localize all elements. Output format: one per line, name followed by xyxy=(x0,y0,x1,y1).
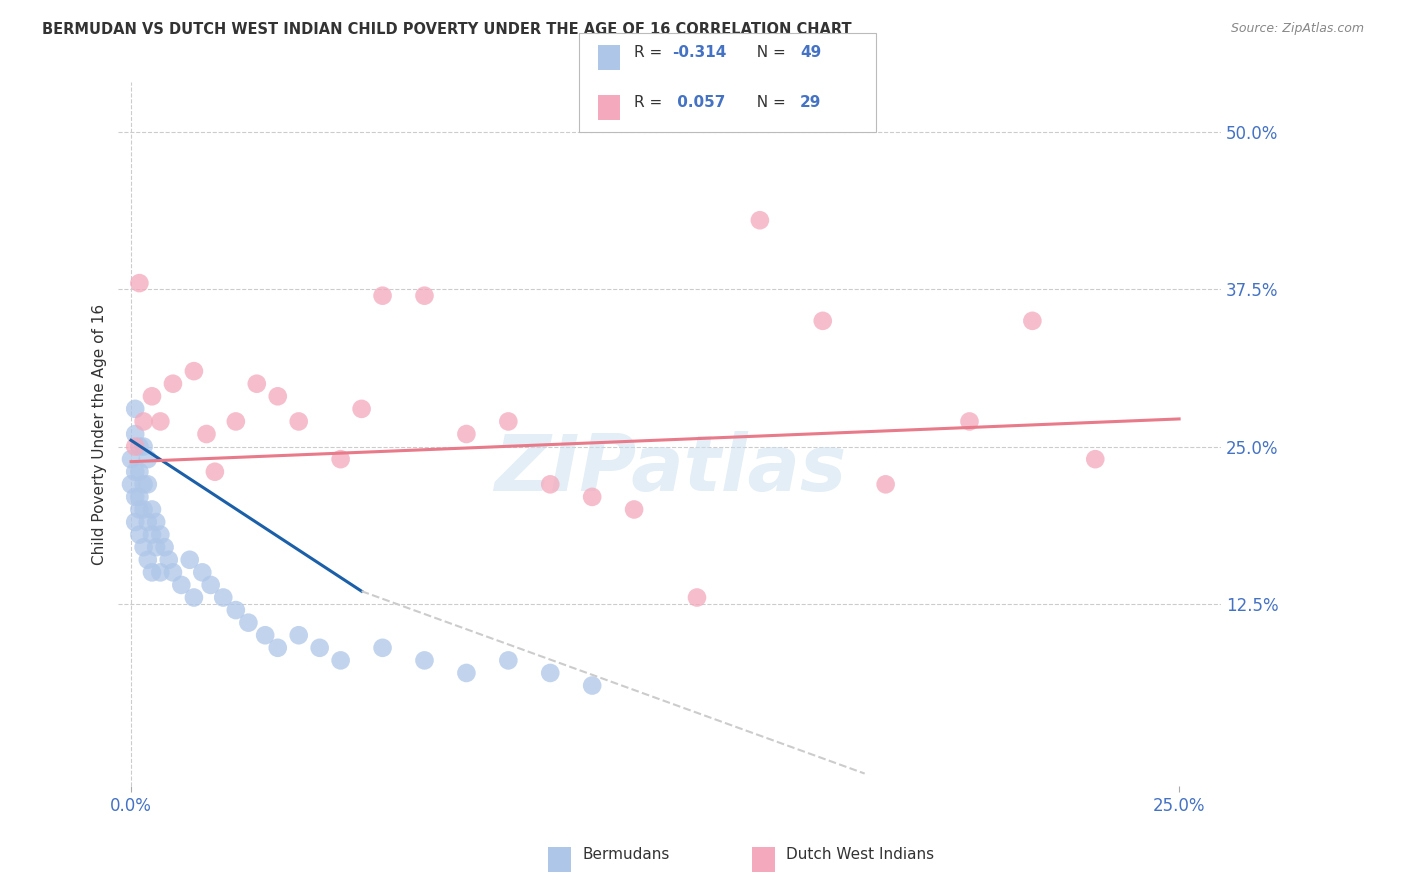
Point xyxy=(267,640,290,655)
Point xyxy=(1021,314,1043,328)
Point xyxy=(212,591,235,605)
Point xyxy=(132,440,155,454)
Point xyxy=(128,465,150,479)
Point xyxy=(371,640,394,655)
Point xyxy=(128,440,150,454)
Text: BERMUDAN VS DUTCH WEST INDIAN CHILD POVERTY UNDER THE AGE OF 16 CORRELATION CHAR: BERMUDAN VS DUTCH WEST INDIAN CHILD POVE… xyxy=(42,22,852,37)
Text: R =: R = xyxy=(634,45,668,60)
Point xyxy=(149,414,172,428)
Point xyxy=(959,414,981,428)
Text: Bermudans: Bermudans xyxy=(582,847,669,863)
Point xyxy=(456,427,478,442)
Point xyxy=(132,414,155,428)
Point xyxy=(141,527,163,541)
Point xyxy=(124,440,146,454)
Point xyxy=(149,527,172,541)
Point xyxy=(200,578,222,592)
Point xyxy=(195,427,218,442)
Point xyxy=(225,603,247,617)
Point xyxy=(538,477,561,491)
Text: 0.057: 0.057 xyxy=(672,95,725,111)
Point xyxy=(581,490,603,504)
Point xyxy=(162,376,184,391)
Text: N =: N = xyxy=(747,95,790,111)
Point xyxy=(875,477,897,491)
Point xyxy=(124,515,146,529)
Point xyxy=(124,401,146,416)
Point xyxy=(136,477,159,491)
Point xyxy=(183,591,205,605)
Point xyxy=(204,465,226,479)
Text: Source: ZipAtlas.com: Source: ZipAtlas.com xyxy=(1230,22,1364,36)
Point xyxy=(413,653,436,667)
Text: Dutch West Indians: Dutch West Indians xyxy=(786,847,934,863)
Point xyxy=(686,591,709,605)
Point xyxy=(124,465,146,479)
Point xyxy=(254,628,277,642)
Point xyxy=(157,553,180,567)
Text: N =: N = xyxy=(747,45,790,60)
Point xyxy=(141,389,163,403)
Point xyxy=(132,477,155,491)
Text: 29: 29 xyxy=(800,95,821,111)
Point xyxy=(136,452,159,467)
Point xyxy=(136,553,159,567)
Point xyxy=(287,414,309,428)
Point xyxy=(124,427,146,442)
Point xyxy=(128,276,150,290)
Point xyxy=(238,615,260,630)
Point xyxy=(287,628,309,642)
Point xyxy=(128,527,150,541)
Point xyxy=(581,679,603,693)
Point xyxy=(329,653,352,667)
Point xyxy=(308,640,330,655)
Point xyxy=(350,401,373,416)
Point xyxy=(132,502,155,516)
Point xyxy=(623,502,645,516)
Point xyxy=(538,665,561,680)
Point xyxy=(191,566,214,580)
Text: R =: R = xyxy=(634,95,668,111)
Point xyxy=(170,578,193,592)
Point xyxy=(153,540,176,554)
Point xyxy=(748,213,770,227)
Text: -0.314: -0.314 xyxy=(672,45,727,60)
Y-axis label: Child Poverty Under the Age of 16: Child Poverty Under the Age of 16 xyxy=(93,303,107,565)
Point xyxy=(149,566,172,580)
Point xyxy=(498,414,520,428)
Point xyxy=(162,566,184,580)
Point xyxy=(329,452,352,467)
Point xyxy=(145,515,167,529)
Point xyxy=(128,490,150,504)
Point xyxy=(128,502,150,516)
Point xyxy=(120,477,142,491)
Point xyxy=(267,389,290,403)
Text: 49: 49 xyxy=(800,45,821,60)
Point xyxy=(141,502,163,516)
Text: ZIPatlas: ZIPatlas xyxy=(494,431,846,508)
Point xyxy=(456,665,478,680)
Point xyxy=(136,515,159,529)
Point xyxy=(811,314,834,328)
Point xyxy=(225,414,247,428)
Point xyxy=(413,288,436,302)
Point xyxy=(498,653,520,667)
Point xyxy=(132,540,155,554)
Point xyxy=(246,376,269,391)
Point xyxy=(371,288,394,302)
Point xyxy=(141,566,163,580)
Point xyxy=(179,553,201,567)
Point xyxy=(1084,452,1107,467)
Point xyxy=(145,540,167,554)
Point xyxy=(183,364,205,378)
Point xyxy=(124,490,146,504)
Point xyxy=(120,452,142,467)
